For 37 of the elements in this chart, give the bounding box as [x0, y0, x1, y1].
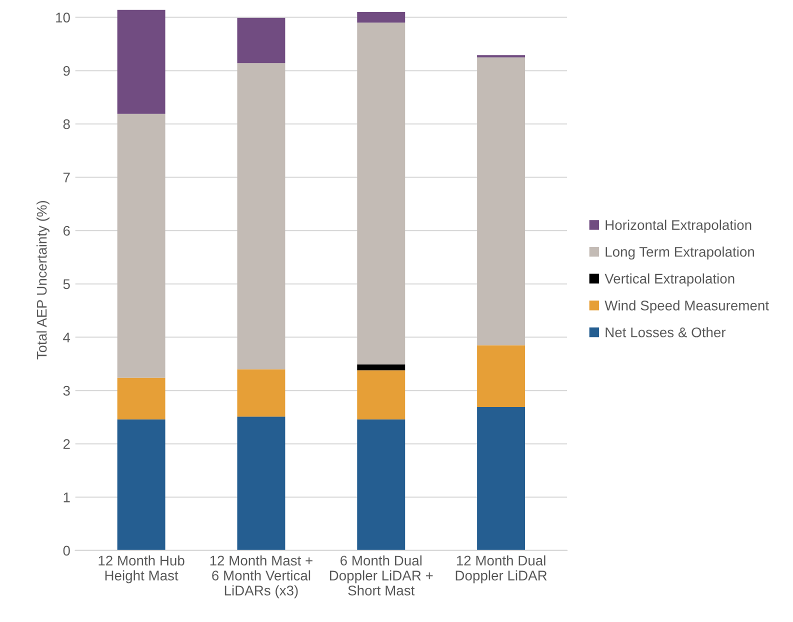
bar: [237, 18, 286, 64]
y-tick-label: 9: [63, 66, 70, 76]
bar: [117, 419, 166, 550]
x-tick-label: 6 Month Dual Doppler LiDAR + Short Mast: [330, 555, 433, 596]
bar: [477, 57, 526, 346]
bar: [477, 407, 526, 550]
y-axis-title: Total AEP Uncertainty (%): [36, 200, 50, 360]
y-tick-label: 6: [63, 226, 70, 236]
y-tick-label: 1: [64, 492, 70, 502]
bar: [237, 369, 286, 417]
bar: [237, 63, 286, 370]
legend-label: Long Term Extrapolation: [606, 246, 754, 260]
legend-label: Horizontal Extrapolation: [606, 220, 752, 233]
y-tick-label: 2: [63, 439, 70, 449]
bar: [357, 364, 406, 370]
x-tick-label: 12 Month Hub Height Mast: [98, 555, 184, 584]
x-tick-label: 12 Month Mast + 6 Month Vertical LiDARs (x3): [210, 555, 312, 598]
y-tick-label: 7: [63, 172, 70, 182]
y-tick-label: 10: [56, 12, 70, 22]
bar: [117, 10, 166, 114]
bar: [237, 416, 286, 550]
bar: [117, 378, 166, 420]
bar: [357, 370, 406, 420]
y-tick-label: 4: [63, 332, 70, 342]
bar: [477, 345, 526, 408]
bar: [357, 419, 406, 550]
y-tick-label: 3: [63, 386, 70, 396]
y-tick-label: 5: [63, 279, 70, 290]
legend-label: Net Losses & Other: [606, 327, 726, 338]
legend-label: Vertical Extrapolation: [604, 273, 734, 286]
x-tick-label: 12 Month Dual Doppler LiDAR: [456, 555, 547, 584]
bar: [357, 22, 406, 364]
bar: [357, 12, 406, 23]
legend-label: Wind Speed Measurement: [604, 300, 769, 314]
y-tick-label: 0: [63, 546, 70, 556]
bar: [117, 114, 166, 378]
y-tick-label: 8: [63, 119, 70, 130]
